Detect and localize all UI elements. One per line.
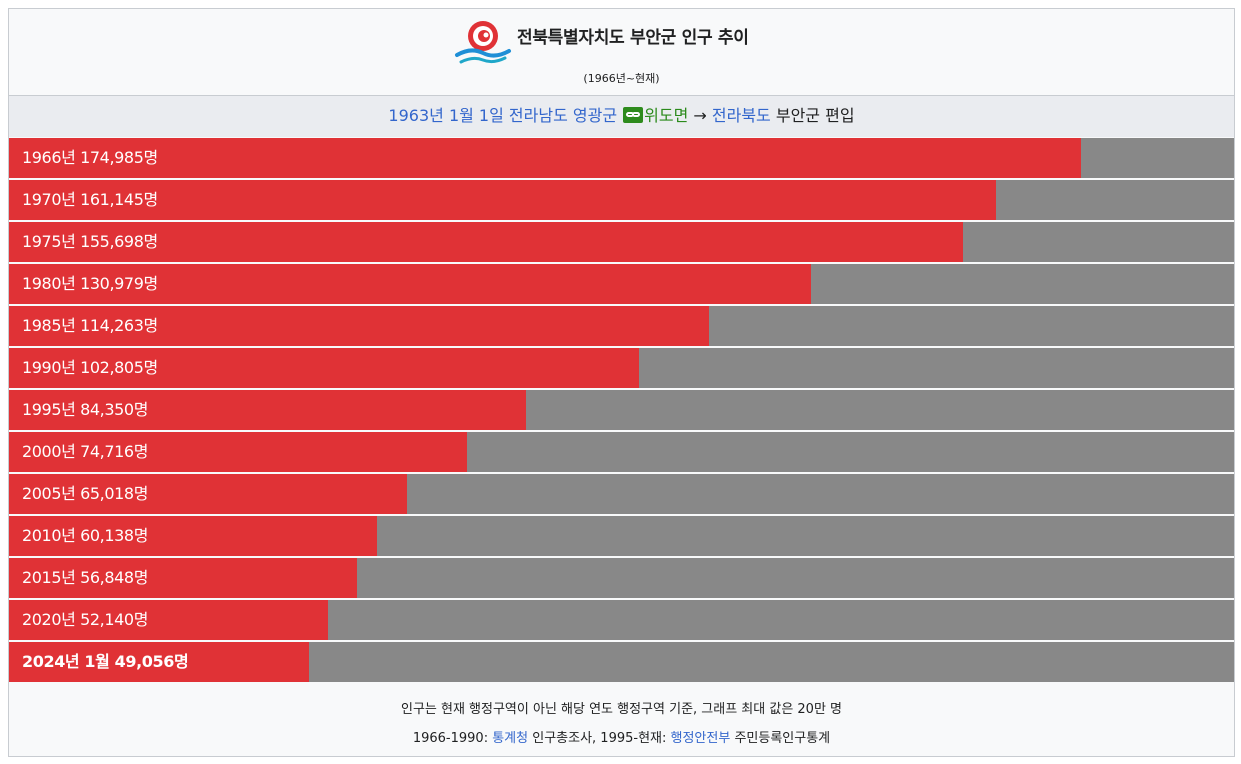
source-range-1: 1966-1990: [412,731,493,746]
chart-footer: 인구는 현재 행정구역이 아닌 해당 연도 행정구역 기준, 그래프 최대 값은… [9,687,1234,756]
incorporation-text: 부안군 편입 [770,106,855,125]
chain-link-icon [623,107,644,123]
bar-label: 2000년 74,716명 [22,442,149,461]
bar-label: 2024년 1월 49,056명 [22,652,189,671]
bar-fill [9,642,309,682]
jeollabuk-do-link[interactable]: 전라북도 [711,106,771,125]
bar-label: 1980년 130,979명 [22,274,158,293]
footer-sources: 1966-1990: 통계청 인구총조사, 1995-현재: 행정안전부 주민등… [9,727,1234,746]
bar-label: 1970년 161,145명 [22,190,158,209]
source-range-2: 인구총조사, 1995-현재: [528,731,671,746]
footer-note: 인구는 현재 행정구역이 아닌 해당 연도 행정구역 기준, 그래프 최대 값은… [400,702,843,717]
bar-row: 1985년 114,263명 [9,306,1234,346]
bar-label: 1990년 102,805명 [22,358,158,377]
bar-label: 2015년 56,848명 [22,568,149,587]
bar-row: 1966년 174,985명 [9,138,1234,178]
bar-label: 2005년 65,018명 [22,484,149,503]
bar-fill [9,222,963,262]
statistics-korea-link[interactable]: 통계청 [492,731,529,746]
bar-fill [9,138,1081,178]
bar-fill [9,474,407,514]
bar-label: 1995년 84,350명 [22,400,149,419]
bar-fill [9,558,357,598]
bar-row: 2020년 52,140명 [9,600,1234,640]
bar-label: 2020년 52,140명 [22,610,149,629]
bar-row: 2024년 1월 49,056명 [9,642,1234,682]
ministry-interior-link[interactable]: 행정안전부 [670,731,731,746]
source-name-3: 주민등록인구통계 [730,731,831,746]
bar-fill [9,432,467,472]
chart-title: 전북특별자치도 부안군 인구 추이 [517,28,749,48]
bar-fill [9,264,811,304]
buan-county-logo-icon [455,21,511,64]
bar-fill [9,600,328,640]
population-chart-box: 전북특별자치도 부안군 인구 추이 (1966년~현재) 1963년 1월 1일… [8,8,1235,757]
wido-myeon-link[interactable]: 위도면 [644,106,689,125]
history-link-yeonggwang[interactable]: 1963년 1월 1일 전라남도 영광군 [388,106,618,125]
bar-fill [9,390,526,430]
bar-row: 1990년 102,805명 [9,348,1234,388]
chart-header: 전북특별자치도 부안군 인구 추이 (1966년~현재) [9,9,1234,95]
bar-row: 1975년 155,698명 [9,222,1234,262]
bar-row: 2010년 60,138명 [9,516,1234,556]
bar-label: 2010년 60,138명 [22,526,149,545]
bar-row: 2000년 74,716명 [9,432,1234,472]
history-note: 1963년 1월 1일 전라남도 영광군 위도면 → 전라북도 부안군 편입 [9,95,1234,137]
chart-subtitle: (1966년~현재) [583,72,660,85]
bar-fill [9,348,639,388]
bar-fill [9,516,377,556]
bar-row: 2005년 65,018명 [9,474,1234,514]
bar-label: 1985년 114,263명 [22,316,158,335]
arrow-text: → [688,106,712,125]
bar-row: 1995년 84,350명 [9,390,1234,430]
bar-fill [9,180,996,220]
bar-fill [9,306,709,346]
bar-row: 1970년 161,145명 [9,180,1234,220]
bar-row: 2015년 56,848명 [9,558,1234,598]
bar-row: 1980년 130,979명 [9,264,1234,304]
bar-label: 1966년 174,985명 [22,148,158,167]
bar-label: 1975년 155,698명 [22,232,158,251]
